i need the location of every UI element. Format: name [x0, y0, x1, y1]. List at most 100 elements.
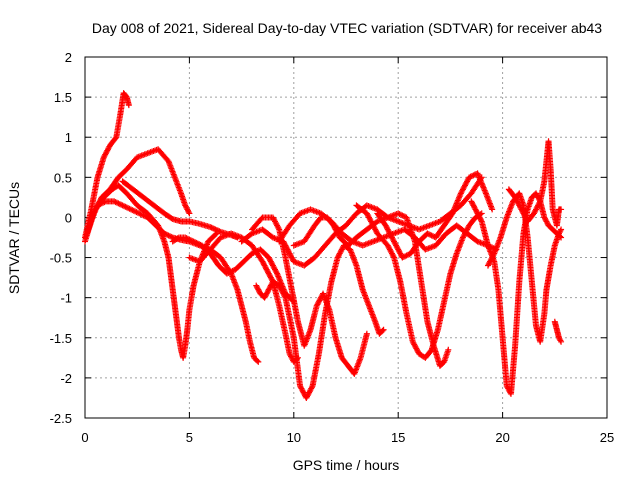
data-point — [487, 257, 494, 264]
data-point — [182, 203, 189, 210]
data-point — [270, 263, 277, 270]
series-track-14 — [374, 170, 496, 261]
data-point — [428, 232, 435, 239]
series-track-4 — [84, 182, 220, 361]
data-point — [403, 252, 410, 259]
data-point — [518, 206, 525, 213]
data-point — [516, 202, 523, 209]
data-point — [384, 226, 391, 233]
data-point — [486, 259, 493, 266]
data-point — [304, 393, 311, 400]
data-point — [288, 253, 295, 260]
data-point — [380, 326, 387, 333]
y-tick-label: -0.5 — [50, 251, 72, 266]
data-point — [260, 259, 267, 266]
data-point — [396, 249, 403, 256]
data-point — [208, 224, 215, 231]
data-point — [133, 209, 140, 216]
x-tick-label: 10 — [287, 430, 301, 445]
data-point — [489, 206, 496, 213]
data-point — [515, 201, 522, 208]
data-point — [461, 183, 468, 190]
data-point — [101, 199, 108, 206]
data-point — [168, 233, 175, 240]
data-point — [383, 223, 390, 230]
data-point — [262, 293, 269, 300]
data-point — [267, 257, 274, 264]
data-point — [273, 269, 280, 276]
data-point — [278, 286, 285, 293]
data-point — [98, 200, 105, 207]
data-point — [266, 271, 273, 278]
data-point — [274, 222, 281, 229]
data-point — [484, 262, 491, 269]
data-point — [213, 230, 220, 237]
data-point — [462, 230, 469, 237]
data-point — [477, 215, 484, 222]
data-point — [105, 144, 112, 151]
data-point — [211, 225, 218, 232]
data-point — [126, 205, 133, 212]
data-point — [254, 357, 261, 364]
data-point — [471, 205, 478, 212]
data-point — [397, 250, 404, 257]
data-point — [513, 197, 520, 204]
data-point — [261, 262, 268, 269]
data-point — [183, 205, 190, 212]
data-point — [425, 231, 432, 238]
data-point — [253, 283, 260, 290]
data-point — [265, 286, 272, 293]
data-point — [367, 217, 374, 224]
grid — [85, 57, 607, 418]
data-point — [272, 219, 279, 226]
data-point — [112, 135, 119, 142]
data-point — [297, 384, 304, 391]
data-point — [475, 211, 482, 218]
data-point — [134, 209, 141, 216]
data-point — [276, 283, 283, 290]
data-point — [185, 235, 192, 242]
data-point — [114, 199, 121, 206]
data-point — [272, 267, 279, 274]
data-point — [256, 287, 262, 294]
data-point — [485, 261, 492, 268]
data-point — [116, 201, 123, 208]
data-point — [186, 210, 193, 217]
data-point — [557, 337, 564, 344]
data-point — [544, 219, 551, 226]
series-track-9 — [238, 174, 485, 269]
data-point — [458, 189, 465, 196]
data-point — [411, 341, 418, 348]
data-point — [136, 210, 143, 217]
data-point — [386, 229, 393, 236]
data-point — [400, 253, 407, 260]
data-point — [316, 297, 323, 304]
x-tick-label: 25 — [600, 430, 614, 445]
data-point — [385, 227, 392, 234]
data-point — [391, 239, 398, 246]
data-point — [196, 241, 203, 248]
data-point — [267, 258, 274, 265]
data-point — [317, 296, 324, 303]
data-point — [265, 270, 272, 277]
data-point — [97, 201, 104, 208]
data-point — [266, 285, 273, 292]
x-tick-label: 20 — [495, 430, 509, 445]
data-point — [388, 250, 395, 257]
data-point — [386, 230, 393, 237]
data-point — [137, 211, 144, 218]
data-point — [104, 146, 111, 153]
data-point — [382, 222, 389, 229]
data-point — [512, 194, 519, 201]
data-point — [140, 212, 147, 219]
data-point — [535, 202, 542, 209]
data-point — [488, 255, 495, 262]
data-point — [132, 208, 139, 215]
data-point — [473, 207, 480, 214]
data-point — [397, 211, 404, 218]
data-point — [470, 202, 477, 209]
data-point — [287, 352, 294, 359]
data-point — [535, 201, 542, 208]
data-point — [388, 234, 395, 241]
data-point — [338, 247, 345, 254]
